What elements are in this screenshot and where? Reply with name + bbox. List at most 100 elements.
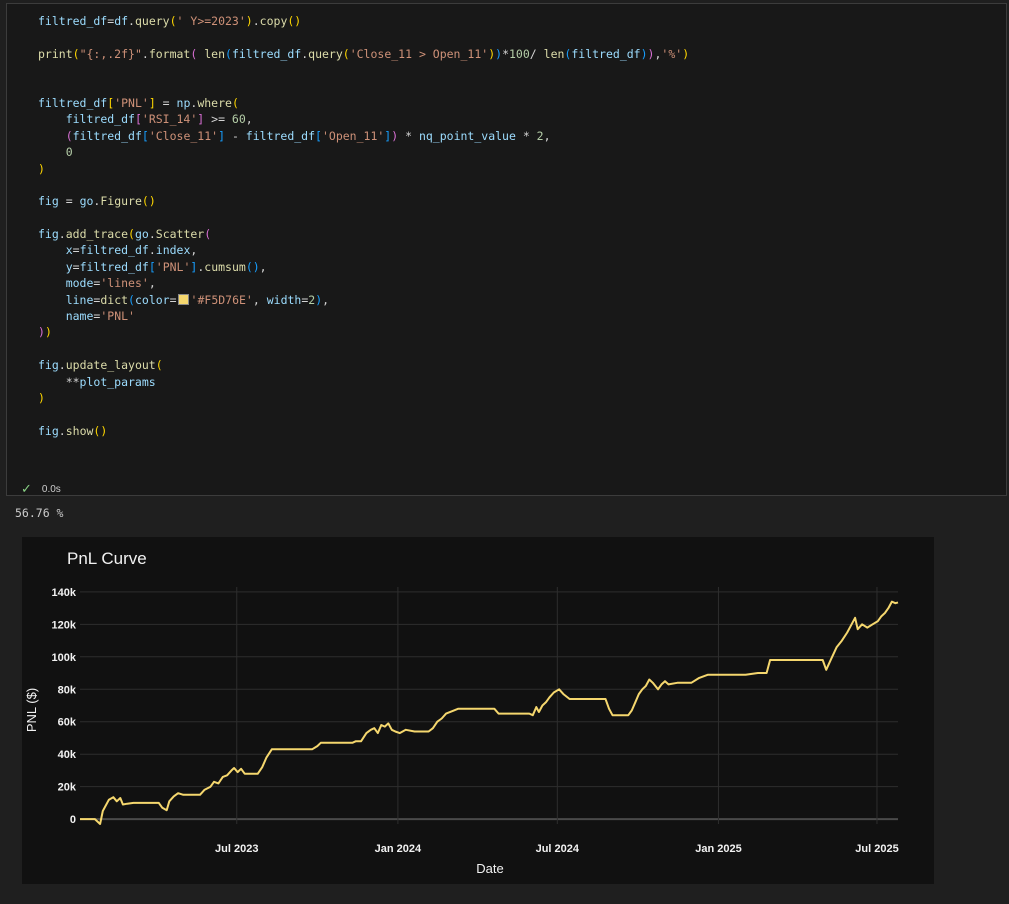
code-line[interactable]: )) xyxy=(38,324,689,340)
code-token: ) xyxy=(391,128,399,143)
code-token: ** xyxy=(38,374,80,389)
code-line[interactable]: ​ xyxy=(38,79,689,95)
code-line[interactable]: ) xyxy=(38,390,689,406)
code-token: . xyxy=(148,227,156,242)
code-token: . xyxy=(141,46,149,61)
code-token: print xyxy=(38,46,73,61)
code-line[interactable]: 0 xyxy=(38,144,689,160)
code-token: ( xyxy=(204,227,212,242)
y-axis-title: PNL ($) xyxy=(24,688,39,732)
code-token: 2 xyxy=(536,128,544,143)
code-token: = xyxy=(107,14,115,28)
code-line[interactable]: ​ xyxy=(38,341,689,357)
code-line[interactable]: mode='lines', xyxy=(38,275,689,291)
code-editor[interactable]: filtred_df=df.query(' Y>=2023').copy()​p… xyxy=(38,13,689,439)
code-line[interactable]: x=filtred_df.index, xyxy=(38,242,689,258)
code-token: ) xyxy=(38,325,45,340)
code-token: - xyxy=(225,128,246,143)
code-line[interactable]: filtred_df['RSI_14'] >= 60, xyxy=(38,111,689,127)
code-line[interactable]: fig.update_layout( xyxy=(38,357,689,373)
code-token: 2 xyxy=(308,292,316,307)
code-token: name xyxy=(65,309,94,324)
code-token xyxy=(38,129,66,143)
code-token: [ xyxy=(134,112,142,127)
code-token: * xyxy=(502,46,509,61)
code-line[interactable]: fig.show() xyxy=(38,423,689,439)
code-line[interactable]: name='PNL' xyxy=(38,308,689,324)
code-line[interactable]: **plot_params xyxy=(38,374,689,390)
code-token: [ xyxy=(141,128,149,143)
code-token: , xyxy=(322,292,330,307)
code-token: >= xyxy=(204,112,232,127)
code-token: len xyxy=(543,46,565,61)
chart-svg[interactable]: PnL Curve 0 20k 40k 60k 80k 100k 120k 140k Jul … xyxy=(22,537,934,884)
code-token: 0 xyxy=(65,145,73,160)
code-token: mode xyxy=(65,276,94,291)
code-token: 'PNL' xyxy=(114,95,149,110)
code-line[interactable]: ​ xyxy=(38,29,689,45)
y-tick-label: 0 xyxy=(70,814,76,826)
code-line[interactable]: ​ xyxy=(38,62,689,78)
code-token: ] xyxy=(190,259,198,274)
code-token: ( xyxy=(225,46,232,61)
code-token xyxy=(38,293,66,307)
code-token: , xyxy=(252,292,267,307)
code-line[interactable]: (filtred_df['Close_11'] - filtred_df['Op… xyxy=(38,128,689,144)
code-token: np xyxy=(176,95,191,110)
code-token: . xyxy=(148,243,156,258)
code-line[interactable]: ​ xyxy=(38,177,689,193)
code-token: Scatter xyxy=(155,227,205,242)
code-token: ( xyxy=(128,227,135,242)
code-token: () xyxy=(93,423,108,438)
code-line[interactable]: filtred_df=df.query(' Y>=2023').copy() xyxy=(38,13,689,29)
code-token: plot_params xyxy=(79,374,156,389)
code-line[interactable]: print("{:,.2f}".format( len(filtred_df.q… xyxy=(38,46,689,62)
code-token: * xyxy=(398,128,419,143)
code-line[interactable]: line=dict(color= '#F5D76E', width=2), xyxy=(38,292,689,308)
code-token: x xyxy=(65,243,73,258)
code-token: ( xyxy=(65,128,73,143)
code-token: 'Close_11 > Open_11' xyxy=(349,46,489,61)
code-token: ( xyxy=(190,46,198,61)
code-token: "{:,.2f}" xyxy=(79,46,142,61)
code-token: . xyxy=(197,259,205,274)
code-line[interactable]: ​ xyxy=(38,210,689,226)
code-cell[interactable]: filtred_df=df.query(' Y>=2023').copy()​p… xyxy=(6,3,1007,497)
color-swatch-icon[interactable] xyxy=(177,293,189,305)
code-line[interactable]: filtred_df['PNL'] = np.where( xyxy=(38,95,689,111)
code-token: copy xyxy=(259,14,288,28)
code-token: ( xyxy=(72,46,80,61)
pnl-chart[interactable]: PnL Curve 0 20k 40k 60k 80k 100k 120k 140k Jul … xyxy=(22,537,934,884)
code-token: ) xyxy=(38,161,45,176)
code-line[interactable]: ​ xyxy=(38,406,689,422)
x-tick-label: Jul 2023 xyxy=(215,843,258,855)
code-token: () xyxy=(141,194,156,209)
code-line[interactable]: ) xyxy=(38,161,689,177)
code-token: filtred_df xyxy=(79,243,149,258)
code-token: len xyxy=(204,46,226,61)
y-tick-label: 40k xyxy=(58,749,77,761)
code-line[interactable]: y=filtred_df['PNL'].cumsum(), xyxy=(38,259,689,275)
code-token: ' Y>=2023' xyxy=(176,14,246,28)
code-token: = xyxy=(72,243,80,258)
code-token: filtred_df xyxy=(571,46,641,61)
code-line[interactable]: fig.add_trace(go.Scatter( xyxy=(38,226,689,242)
code-token: = xyxy=(93,292,101,307)
code-token: () xyxy=(245,259,260,274)
code-token: '%' xyxy=(661,46,683,61)
code-token: filtred_df xyxy=(231,46,302,61)
code-token: 100 xyxy=(509,46,530,61)
code-line[interactable]: fig = go.Figure() xyxy=(38,193,689,209)
code-token: * xyxy=(515,128,537,143)
code-token xyxy=(38,145,66,159)
code-token: index xyxy=(155,243,191,258)
code-token xyxy=(38,309,66,323)
code-token: ) xyxy=(315,292,323,307)
code-token: filtred_df xyxy=(38,95,108,110)
execution-time: 0.0s xyxy=(41,484,61,495)
code-token: . xyxy=(58,423,66,438)
code-token: ( xyxy=(155,358,163,373)
pnl-line-series[interactable] xyxy=(80,600,899,825)
y-tick-label: 60k xyxy=(58,717,77,729)
code-token: ) xyxy=(495,46,503,61)
